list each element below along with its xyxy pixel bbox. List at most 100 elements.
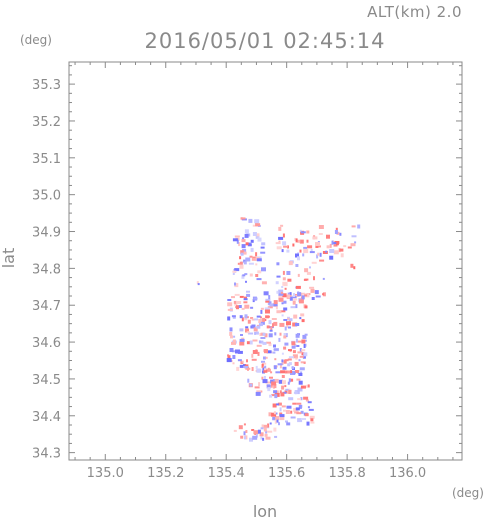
data-point xyxy=(240,252,244,256)
data-point xyxy=(269,394,273,398)
data-point xyxy=(285,420,288,423)
data-point xyxy=(264,433,268,437)
data-point xyxy=(276,290,279,294)
data-point xyxy=(300,410,304,414)
data-point xyxy=(275,371,281,374)
data-point xyxy=(242,237,245,241)
data-point xyxy=(232,238,238,242)
data-point xyxy=(326,245,330,249)
data-point xyxy=(297,256,300,261)
data-point xyxy=(288,261,293,266)
data-point xyxy=(273,427,277,432)
data-point xyxy=(245,280,247,283)
data-point xyxy=(260,316,262,319)
data-point xyxy=(279,322,285,327)
data-point xyxy=(276,403,280,406)
data-point xyxy=(256,390,262,394)
data-point xyxy=(322,277,325,280)
data-point xyxy=(282,380,286,385)
data-point xyxy=(264,333,268,338)
data-point xyxy=(273,384,277,389)
data-point xyxy=(288,397,294,401)
data-point xyxy=(255,223,261,227)
data-point xyxy=(253,327,258,332)
data-point xyxy=(294,237,297,241)
data-point xyxy=(275,305,278,310)
data-points xyxy=(196,217,361,442)
data-point xyxy=(251,318,255,321)
y-tick-label: 34.6 xyxy=(32,336,61,351)
data-point xyxy=(306,230,310,234)
data-point xyxy=(243,301,248,304)
data-point xyxy=(296,378,301,381)
data-point xyxy=(274,358,277,361)
data-point xyxy=(287,292,290,295)
data-point xyxy=(260,337,266,339)
data-point xyxy=(227,355,231,360)
data-point xyxy=(267,423,270,428)
data-point xyxy=(273,300,278,305)
data-point xyxy=(268,333,273,338)
data-point xyxy=(329,243,332,248)
data-point xyxy=(283,300,287,304)
data-point xyxy=(233,335,236,338)
data-point xyxy=(226,358,232,363)
data-point xyxy=(244,366,247,369)
data-point xyxy=(241,244,246,249)
data-point xyxy=(234,282,236,286)
data-point xyxy=(243,423,246,426)
data-point xyxy=(270,384,273,388)
y-tick-label: 34.7 xyxy=(32,299,61,314)
data-point xyxy=(238,425,243,430)
data-point xyxy=(262,379,268,384)
data-point xyxy=(257,237,262,242)
data-point xyxy=(259,333,262,336)
data-point xyxy=(293,314,298,319)
data-point xyxy=(301,352,305,356)
data-point xyxy=(303,352,308,357)
data-point xyxy=(276,419,279,423)
data-point xyxy=(306,271,311,275)
data-point xyxy=(262,317,266,322)
data-point xyxy=(292,300,296,305)
data-point xyxy=(263,369,268,373)
data-point xyxy=(304,413,309,417)
data-point xyxy=(248,218,253,223)
data-point xyxy=(319,252,322,257)
data-point xyxy=(257,270,262,274)
data-point xyxy=(295,323,300,326)
y-tick-label: 34.4 xyxy=(32,410,61,425)
data-point xyxy=(253,430,259,435)
data-point xyxy=(253,297,258,300)
data-point xyxy=(242,274,246,277)
data-point xyxy=(266,325,270,329)
data-point xyxy=(234,268,240,272)
chart-subtitle: ALT(km) 2.0 xyxy=(367,3,462,21)
data-point xyxy=(239,364,245,368)
data-point xyxy=(272,403,277,408)
data-point xyxy=(252,256,258,259)
data-point xyxy=(261,424,264,428)
data-point xyxy=(260,427,264,430)
data-point xyxy=(250,325,253,329)
data-point xyxy=(284,359,289,362)
data-point xyxy=(279,390,282,394)
data-point xyxy=(267,387,271,392)
data-point xyxy=(322,293,325,296)
data-point xyxy=(241,239,246,243)
data-point xyxy=(311,261,317,264)
data-point xyxy=(293,293,295,297)
data-point xyxy=(283,282,288,287)
data-point xyxy=(310,288,315,293)
data-point xyxy=(316,254,319,259)
data-point xyxy=(310,421,315,424)
data-point xyxy=(270,371,273,374)
data-point xyxy=(329,255,334,260)
data-point xyxy=(269,303,274,307)
data-point xyxy=(251,353,254,358)
data-point xyxy=(333,250,339,255)
data-point xyxy=(255,252,258,257)
data-point xyxy=(279,414,285,418)
data-point xyxy=(283,245,289,248)
data-point xyxy=(283,307,288,311)
